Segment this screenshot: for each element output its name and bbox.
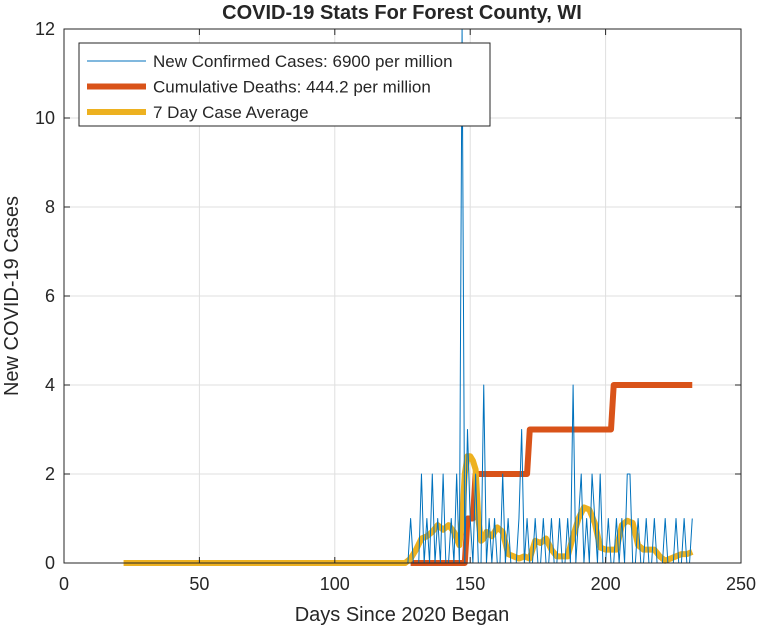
x-tick-label: 250 bbox=[726, 574, 756, 594]
y-tick-label: 12 bbox=[35, 19, 55, 39]
x-axis-title: Days Since 2020 Began bbox=[295, 604, 510, 626]
chart-title: COVID-19 Stats For Forest County, WI bbox=[222, 2, 582, 24]
legend-label-1: New Confirmed Cases: 6900 per million bbox=[153, 52, 453, 71]
x-tick-label: 100 bbox=[320, 574, 350, 594]
legend-box bbox=[78, 42, 491, 127]
y-tick-label: 4 bbox=[45, 375, 55, 395]
y-tick-label: 10 bbox=[35, 108, 55, 128]
series-line-2 bbox=[410, 382, 693, 566]
legend: New Confirmed Cases: 6900 per million Cum… bbox=[78, 42, 491, 127]
y-tick-label: 0 bbox=[45, 553, 55, 573]
y-tick-label: 2 bbox=[45, 464, 55, 484]
x-tick-label: 50 bbox=[189, 574, 209, 594]
x-tick-label: 150 bbox=[455, 574, 485, 594]
y-axis-title: New COVID-19 Cases bbox=[1, 196, 23, 396]
ticks: 0 50 100 150 200 250 0 2 4 6 8 10 12 bbox=[35, 19, 756, 594]
legend-label-3: 7 Day Case Average bbox=[153, 103, 309, 122]
x-tick-label: 0 bbox=[59, 574, 69, 594]
x-tick-label: 200 bbox=[591, 574, 621, 594]
y-tick-label: 6 bbox=[45, 286, 55, 306]
series-line-3 bbox=[123, 453, 694, 566]
y-tick-label: 8 bbox=[45, 197, 55, 217]
legend-label-2: Cumulative Deaths: 444.2 per million bbox=[153, 78, 431, 97]
